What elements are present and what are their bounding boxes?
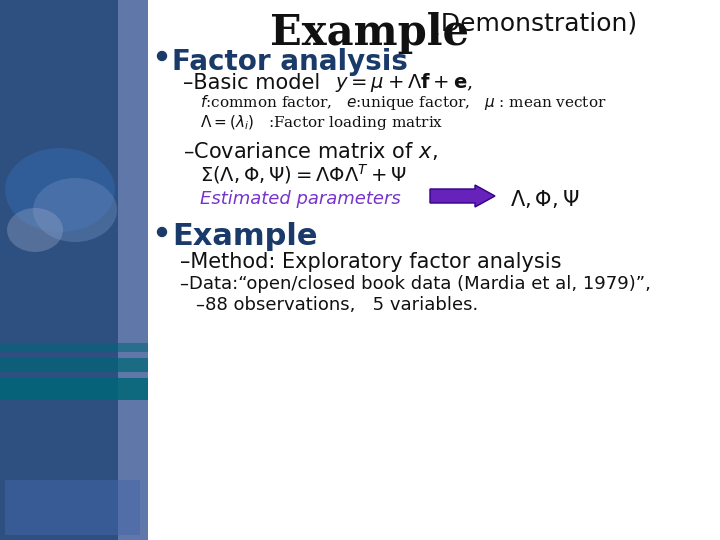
Text: –Covariance matrix of $x$,: –Covariance matrix of $x$, (183, 140, 438, 162)
Text: –Basic model: –Basic model (183, 73, 320, 93)
Text: $\Sigma(\Lambda, \Phi, \Psi) = \Lambda\Phi\Lambda^T + \Psi$: $\Sigma(\Lambda, \Phi, \Psi) = \Lambda\P… (200, 162, 407, 186)
Ellipse shape (7, 208, 63, 252)
Text: –Method: Exploratory factor analysis: –Method: Exploratory factor analysis (180, 252, 562, 272)
Ellipse shape (33, 178, 117, 242)
Text: –Data:“open/closed book data (Mardia et al, 1979)”,: –Data:“open/closed book data (Mardia et … (180, 275, 651, 293)
Text: $y = \mu + \Lambda\mathbf{f} + \mathbf{e}$,: $y = \mu + \Lambda\mathbf{f} + \mathbf{e… (335, 71, 472, 94)
Text: (Demonstration): (Demonstration) (423, 12, 637, 36)
Text: Factor analysis: Factor analysis (172, 48, 408, 76)
Text: $\Lambda, \Phi, \Psi$: $\Lambda, \Phi, \Psi$ (510, 188, 580, 210)
FancyBboxPatch shape (0, 358, 148, 372)
FancyBboxPatch shape (0, 378, 148, 400)
Text: Example: Example (271, 12, 469, 54)
Text: $f$:common factor,   $e$:unique factor,   $\mu$ : mean vector: $f$:common factor, $e$:unique factor, $\… (200, 93, 607, 112)
Text: $\Lambda = (\lambda_i)$   :Factor loading matrix: $\Lambda = (\lambda_i)$ :Factor loading … (200, 113, 444, 132)
FancyBboxPatch shape (5, 480, 140, 535)
FancyArrow shape (430, 185, 495, 207)
Ellipse shape (5, 148, 115, 232)
Text: Estimated parameters: Estimated parameters (200, 190, 401, 208)
FancyBboxPatch shape (0, 0, 148, 540)
Text: –88 observations,   5 variables.: –88 observations, 5 variables. (196, 296, 478, 314)
FancyBboxPatch shape (118, 0, 148, 540)
Text: Example: Example (172, 222, 318, 251)
Circle shape (158, 227, 166, 237)
Circle shape (158, 51, 166, 60)
FancyBboxPatch shape (0, 343, 148, 352)
